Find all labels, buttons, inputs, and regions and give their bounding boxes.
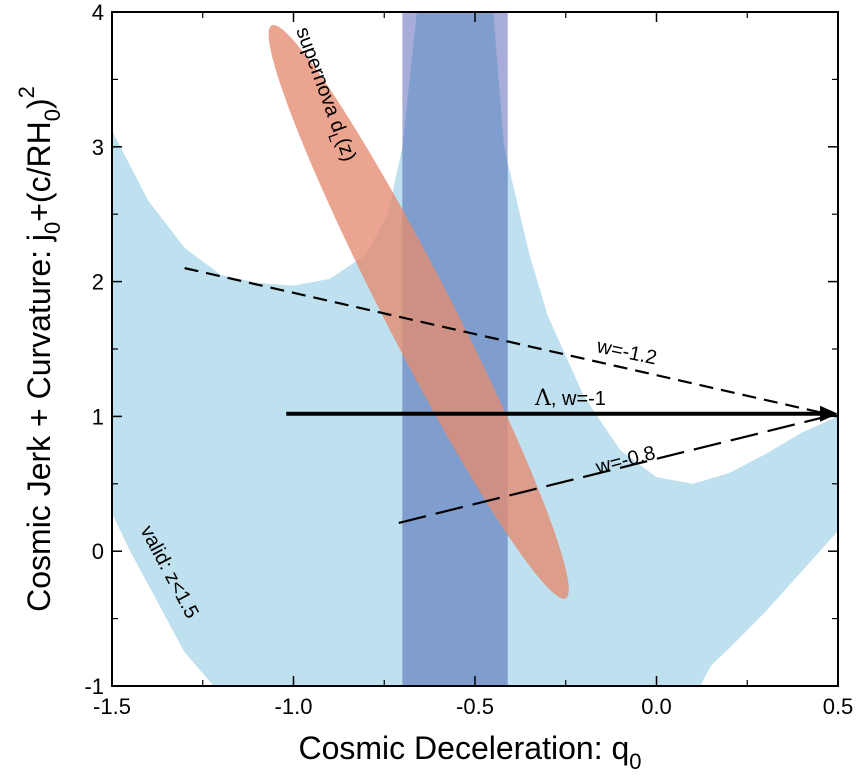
x-tick-label: -0.5 xyxy=(456,694,494,719)
x-axis-label: Cosmic Deceleration: q0 xyxy=(298,730,641,774)
y-tick-label: 3 xyxy=(92,135,104,160)
y-axis-label: Cosmic Jerk + Curvature: j0+(c/RH0)2 xyxy=(14,86,65,612)
series-line-w-1.2 xyxy=(184,267,838,418)
x-tick-label: -1.0 xyxy=(275,694,313,719)
supernova-ellipse xyxy=(268,25,569,599)
axis-tick-labels: -1.5 -1.0 -0.5 0.0 0.5 -1 0 1 2 3 4 xyxy=(84,0,853,719)
plot-area xyxy=(112,12,838,686)
x-tick-label: 0.5 xyxy=(823,694,854,719)
x-tick-label: 0.0 xyxy=(641,694,672,719)
y-tick-label: -1 xyxy=(84,674,104,699)
axis-ticks xyxy=(111,11,839,687)
x-tick-label: -1.5 xyxy=(93,694,131,719)
y-tick-label: 1 xyxy=(92,404,104,429)
y-tick-label: 2 xyxy=(92,270,104,295)
annotation-lambda: Λ, w=-1 xyxy=(534,386,606,411)
arrow-head xyxy=(820,405,838,422)
y-tick-label: 4 xyxy=(92,0,104,25)
y-tick-label: 0 xyxy=(92,539,104,564)
